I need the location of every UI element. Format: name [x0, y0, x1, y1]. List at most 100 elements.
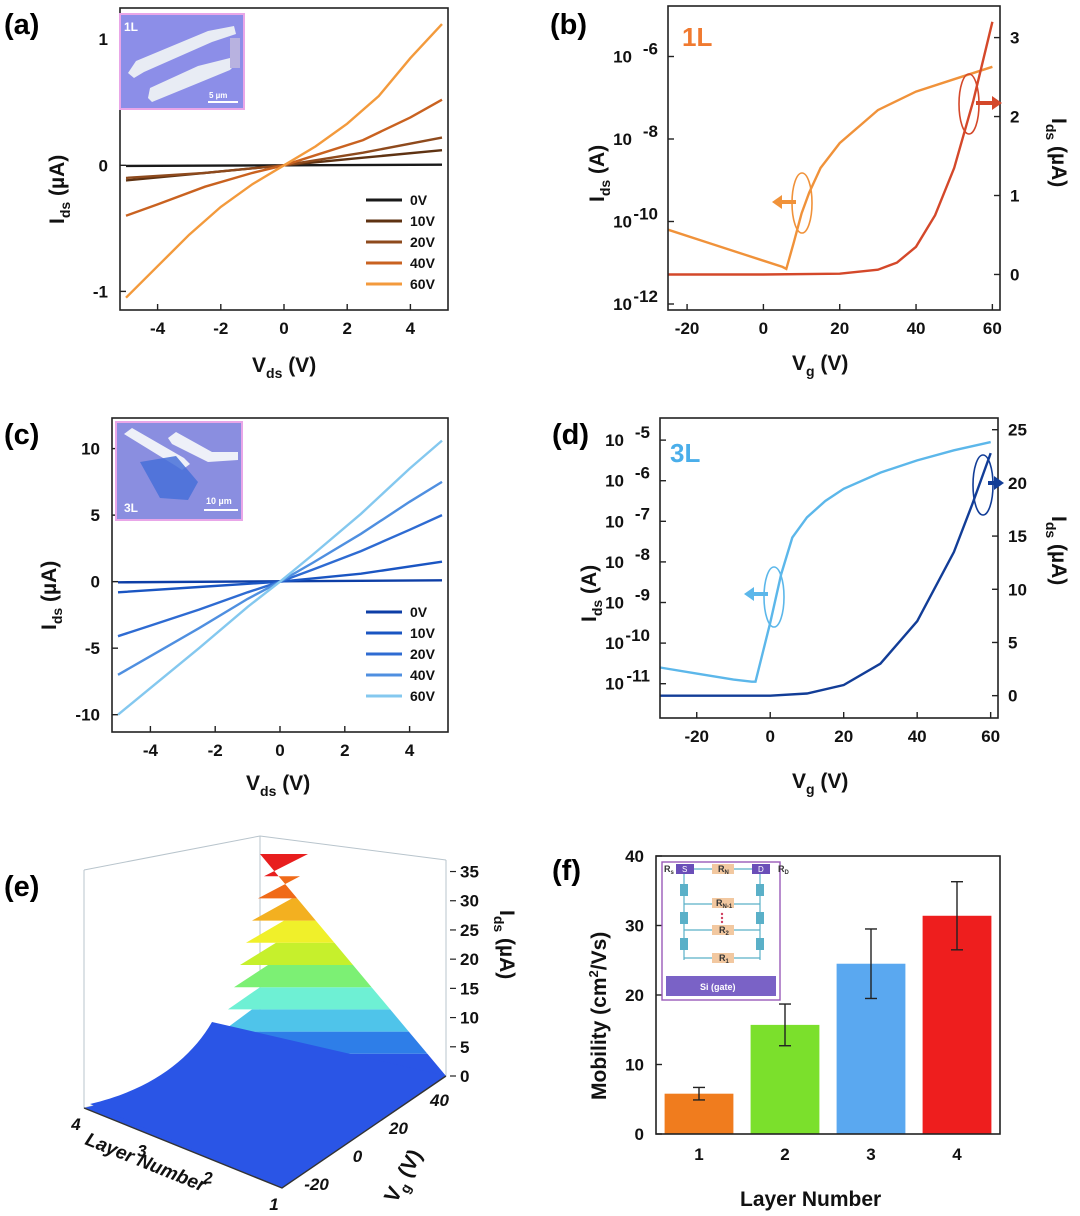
panel-c-ytick-label: -5	[85, 639, 100, 658]
panel-b-ytick-base: 10	[613, 130, 632, 149]
panel-f-drain-label: D	[758, 865, 764, 874]
panel-b-series-log	[667, 65, 993, 271]
panel-d-xtick-label: 20	[834, 727, 853, 746]
panel-b-xtick-label: 20	[830, 319, 849, 338]
panel-a-series-20V	[125, 136, 443, 180]
panel-c-legend-label: 10V	[410, 625, 436, 641]
panel-b-ytick-exp: -12	[633, 287, 658, 306]
panel-c-ylabel: Ids (µA)	[38, 561, 65, 630]
panel-d-ytick-exp: -7	[635, 504, 650, 523]
panel-f: (f) 0 10 20 30 40 1 2 3 4 Si (gate) S D Rs RD	[552, 847, 1001, 1211]
panel-b-y2tick-label: 3	[1010, 29, 1019, 48]
panel-b-annotation: 1L	[682, 22, 712, 52]
panel-c-xtick-label: 4	[405, 741, 415, 760]
panel-b-series-linear	[668, 21, 994, 276]
panel-a-xtick-label: 4	[406, 319, 416, 338]
panel-c-series-60V	[117, 439, 443, 716]
panel-d-ytick-base: 10	[605, 431, 624, 450]
panel-e-surface-band-7	[252, 898, 316, 921]
panel-d-lin-marker	[972, 454, 1004, 516]
panel-b-xtick-label: -20	[675, 319, 700, 338]
panel-f-rs-label: Rs	[664, 864, 675, 876]
panel-d-ytick-exp: -11	[626, 667, 650, 686]
panel-a-ytick-label: -1	[93, 282, 108, 301]
panel-c-legend-label: 40V	[410, 667, 436, 683]
panel-c-frame	[111, 417, 449, 733]
panel-f-gate-label: Si (gate)	[700, 982, 736, 992]
panel-c-xtick-label: 2	[340, 741, 349, 760]
panel-a-legend-label: 0V	[410, 192, 428, 208]
panel-a-inset-micrograph: 1L 5 µm	[119, 13, 245, 110]
panel-f-xtick-label: 1	[694, 1145, 703, 1164]
panel-f-circuit-inset: Si (gate) S D Rs RD	[661, 861, 790, 1001]
panel-b-ytick-base: 10	[613, 213, 632, 232]
panel-f-ytick-label: 0	[635, 1125, 644, 1144]
panel-c-inset-scale: 10 µm	[206, 496, 232, 506]
panel-c-xtick-label: -4	[143, 741, 159, 760]
panel-c-inset-micrograph: 3L 10 µm	[115, 421, 243, 521]
panel-c-label: (c)	[4, 419, 39, 451]
panel-c-xtick-label: -2	[208, 741, 223, 760]
panel-d-xlabel: Vg (V)	[792, 770, 848, 797]
panel-a: (a) -4 -2 0 2 4 -1 0 1 1L 5 µm 0V 10V 20V 40V 60V V…	[4, 7, 449, 381]
panel-a-ytick-label: 0	[99, 156, 108, 175]
panel-e-surface-sweep	[90, 1022, 446, 1188]
panel-c-ytick-label: -10	[75, 706, 100, 725]
panel-e-surface-band-9	[260, 854, 308, 877]
panel-d-y2tick-label: 10	[1008, 580, 1027, 599]
panel-d-frame	[659, 417, 999, 719]
panel-e-xtick-label: 3	[137, 1142, 147, 1161]
panel-d-xtick-label: 60	[981, 727, 1000, 746]
panel-e-label: (e)	[4, 871, 39, 903]
panel-f-xtick-label: 2	[780, 1145, 789, 1164]
panel-e-surface-band-3	[228, 987, 391, 1010]
panel-f-frame	[655, 855, 1001, 1135]
panel-d-log-marker	[744, 566, 785, 628]
panel-e-ztick-label: 35	[460, 863, 479, 882]
panel-a-legend-label: 60V	[410, 276, 436, 292]
panel-d-ytick-base: 10	[605, 594, 624, 613]
panel-b-label: (b)	[550, 9, 587, 41]
panel-f-ytick-label: 30	[625, 917, 644, 936]
panel-b-log-marker	[772, 172, 813, 234]
panel-e-ztick-label: 20	[460, 950, 479, 969]
panel-b-y2label: Ids (µA)	[1043, 118, 1070, 187]
panel-c-ytick-label: 0	[91, 573, 100, 592]
panel-b-y2tick-label: 2	[1010, 108, 1019, 127]
panel-f-xtick-label: 3	[866, 1145, 875, 1164]
panel-f-ylabel: Mobility (cm2/Vs)	[586, 932, 611, 1100]
panel-a-xtick-label: -4	[150, 319, 166, 338]
panel-e-ztick-label: 0	[460, 1067, 469, 1086]
panel-e-surface-band-4	[234, 965, 372, 988]
panel-d-ytick-base: 10	[605, 512, 624, 531]
panel-a-xtick-label: 2	[342, 319, 351, 338]
panel-b-ytick-exp: -8	[643, 122, 658, 141]
panel-f-xtick-label: 4	[952, 1145, 962, 1164]
panel-f-xlabel: Layer Number	[740, 1188, 881, 1211]
panel-d-xtick-label: -20	[684, 727, 709, 746]
panel-a-legend-label: 20V	[410, 234, 436, 250]
panel-e-xtick-label: 4	[70, 1115, 81, 1134]
panel-a-ytick-label: 1	[99, 30, 108, 49]
panel-c-legend-label: 60V	[410, 688, 436, 704]
panel-d-label: (d)	[552, 419, 589, 451]
panel-c-legend-label: 0V	[410, 604, 428, 620]
panel-b-ytick-exp: -6	[643, 40, 658, 59]
panel-d-ytick-exp: -8	[635, 545, 650, 564]
panel-e-surface-band-5	[240, 942, 353, 965]
panel-f-ytick-label: 20	[625, 986, 644, 1005]
panel-b-xtick-label: 60	[983, 319, 1002, 338]
panel-b-ylabel: Ids (A)	[586, 145, 613, 202]
panel-b-xtick-label: 0	[759, 319, 768, 338]
panel-d: (d) -20 0 20 40 6010-1110-1010-910-810-710-6…	[552, 417, 1070, 797]
panel-d-ytick-exp: -10	[625, 626, 650, 645]
panel-d-ytick-base: 10	[605, 634, 624, 653]
panel-f-rd-label: RD	[778, 864, 790, 876]
panel-d-y2tick-label: 25	[1008, 421, 1027, 440]
panel-a-ylabel: Ids (µA)	[46, 155, 73, 224]
panel-e-base	[83, 1075, 447, 1189]
panel-d-ytick-base: 10	[605, 675, 624, 694]
panel-d-ytick-base: 10	[605, 472, 624, 491]
panel-c-ytick-label: 5	[91, 506, 100, 525]
